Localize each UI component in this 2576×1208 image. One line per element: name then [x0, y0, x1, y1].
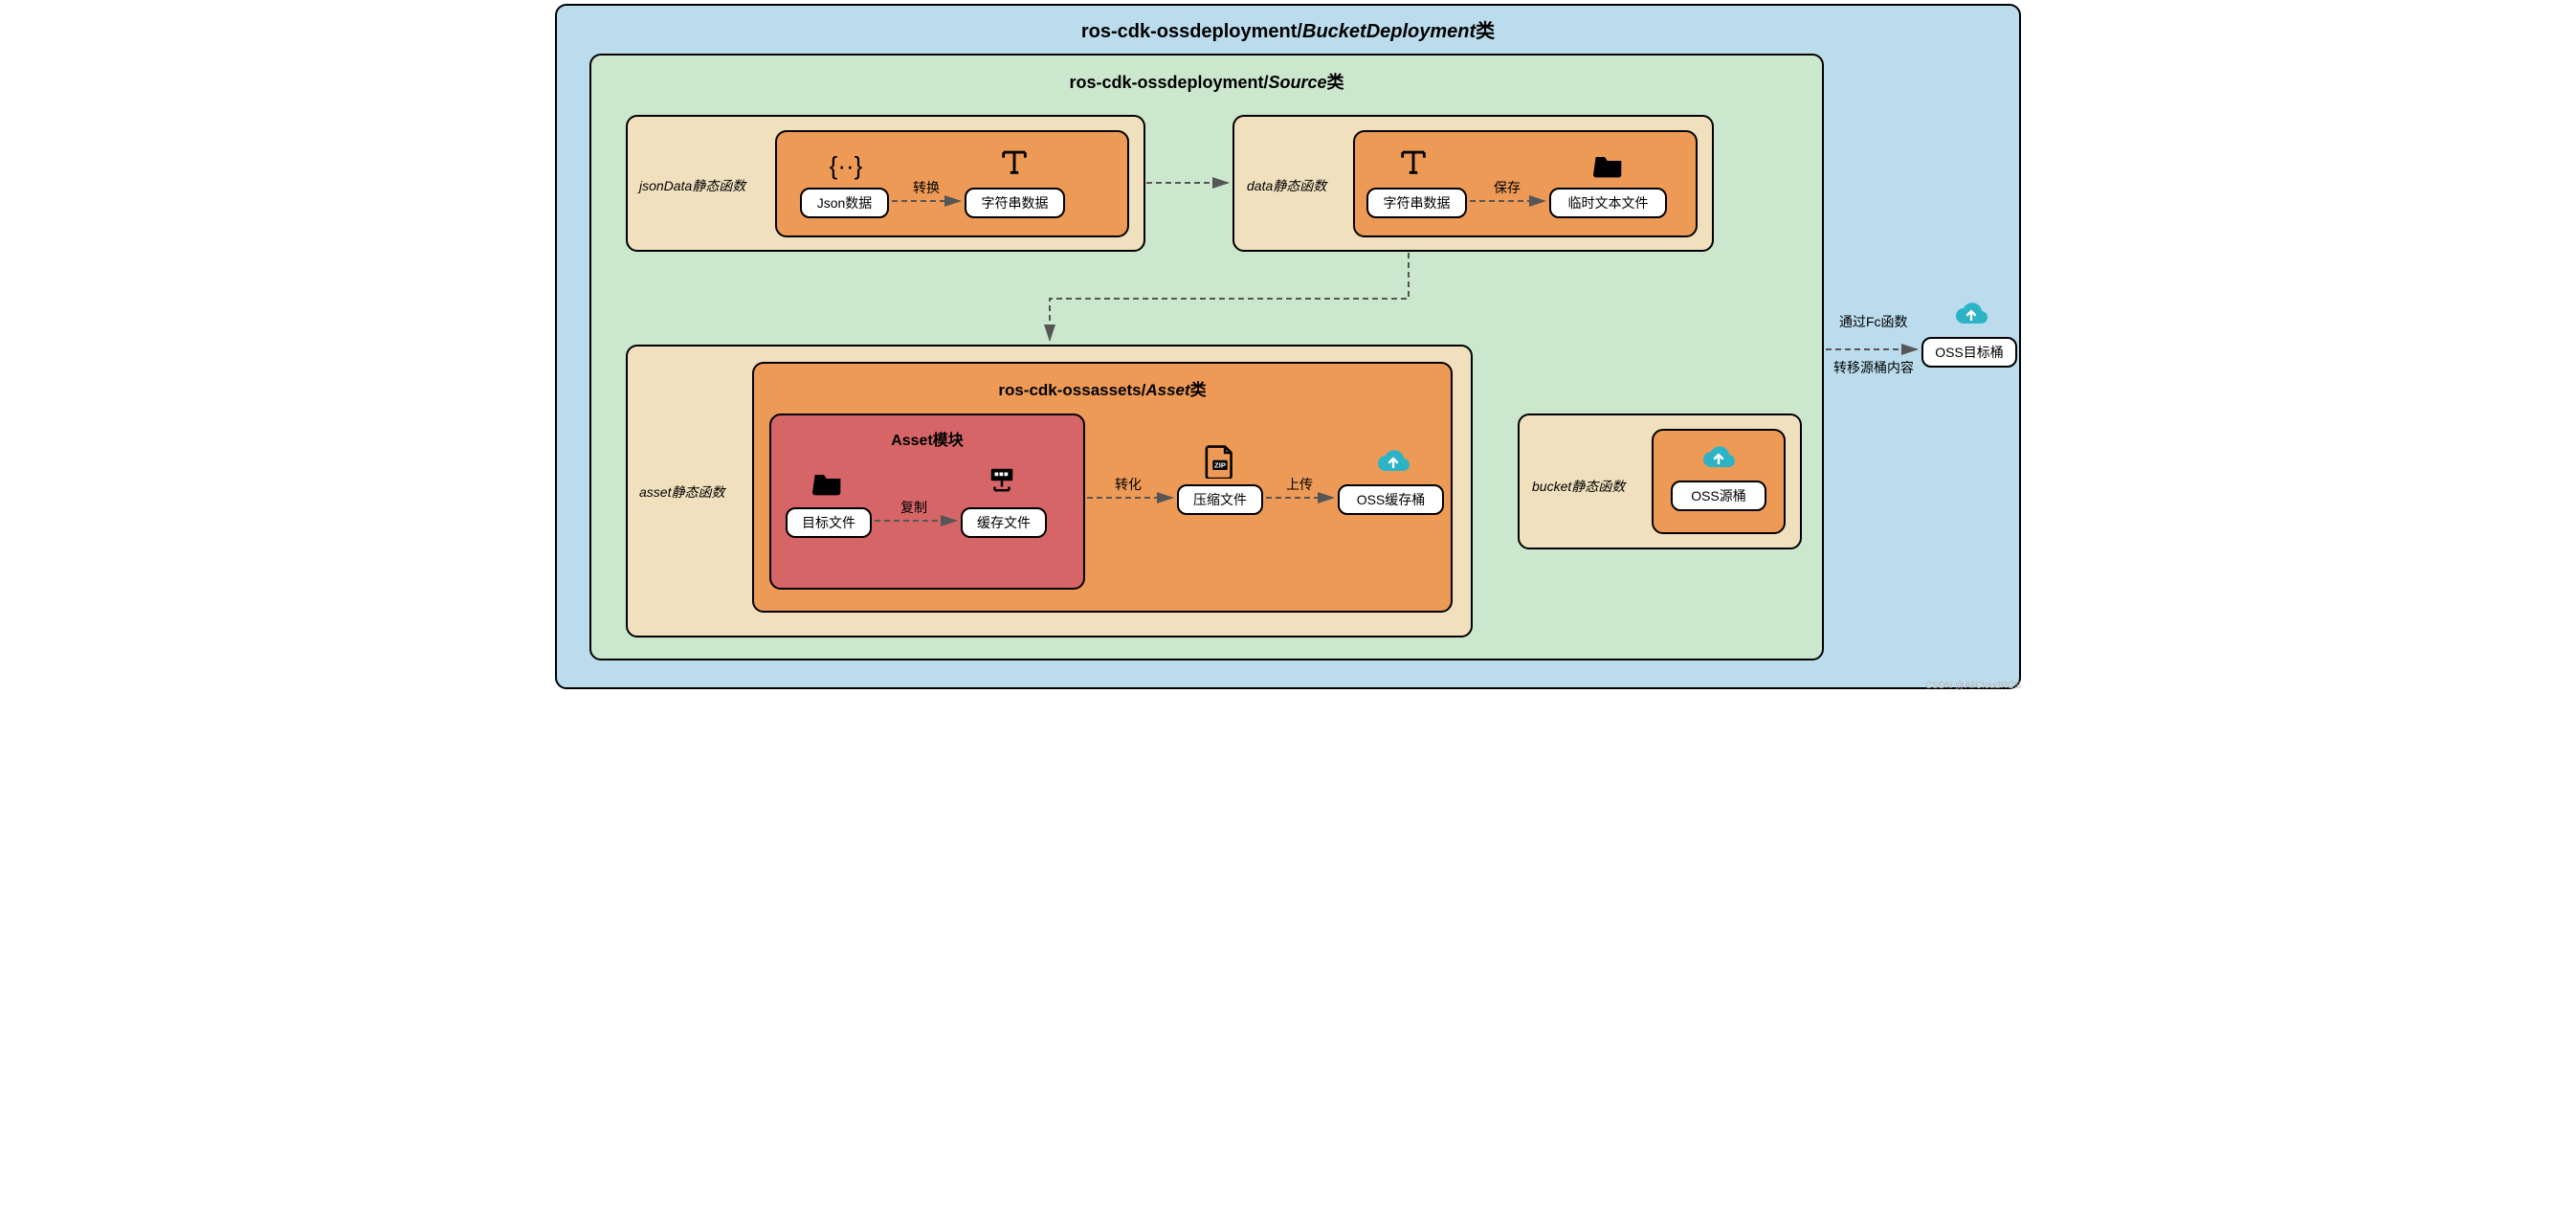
asset-label: asset静态函数	[639, 482, 724, 502]
osstarget-pill: OSS目标桶	[1921, 337, 2017, 368]
outer-title-prefix: ros-cdk-ossdeployment/	[1081, 21, 1302, 42]
jsondata-inner	[775, 130, 1129, 237]
source-title-suffix: 类	[1327, 73, 1344, 92]
json-pill: Json数据	[800, 188, 889, 218]
source-title: ros-cdk-ossdeployment/Source类	[589, 69, 1824, 94]
targetfile-pill: 目标文件	[786, 507, 872, 538]
source-title-italic: Source	[1269, 73, 1327, 92]
zipfile-pill: 压缩文件	[1177, 484, 1263, 515]
assetclass-title: ros-cdk-ossassets/Asset类	[752, 376, 1453, 400]
fc-label-2: 转移源桶内容	[1833, 358, 1914, 377]
bucket-label: bucket静态函数	[1532, 477, 1625, 496]
braces-icon: {··}	[827, 151, 865, 181]
convert-label: 转化	[1115, 475, 1142, 494]
assetclass-title-italic: Asset	[1145, 381, 1189, 399]
server-icon	[988, 465, 1016, 494]
text-icon	[998, 145, 1031, 178]
tempfile-pill: 临时文本文件	[1549, 188, 1667, 218]
osssource-pill: OSS源桶	[1671, 481, 1766, 511]
jsondata-label: jsonData静态函数	[639, 176, 745, 195]
assetclass-title-suffix: 类	[1190, 381, 1207, 399]
source-title-prefix: ros-cdk-ossdeployment/	[1069, 73, 1268, 92]
save-label: 保存	[1494, 178, 1521, 197]
copy-label: 复制	[900, 498, 927, 517]
cachefile-pill: 缓存文件	[961, 507, 1047, 538]
osscache-pill: OSS缓存桶	[1338, 484, 1444, 515]
data-label: data静态函数	[1247, 176, 1326, 195]
diagram-canvas: ros-cdk-ossdeployment/BucketDeployment类 …	[551, 0, 2025, 693]
assetclass-title-prefix: ros-cdk-ossassets/	[998, 381, 1145, 399]
string2-pill: 字符串数据	[1366, 188, 1467, 218]
outer-title-italic: BucketDeployment	[1302, 21, 1476, 42]
text-icon-2	[1397, 145, 1430, 178]
upload-label: 上传	[1286, 475, 1313, 494]
outer-title-suffix: 类	[1476, 21, 1495, 42]
fc-label-1: 通过Fc函数	[1839, 312, 1908, 331]
zip-icon: ZIP	[1203, 444, 1237, 479]
cloud-up-icon-3	[1954, 302, 1988, 327]
string1-pill: 字符串数据	[965, 188, 1065, 218]
assetmodule-title: Asset模块	[769, 427, 1085, 450]
watermark: CSDN @AliCloudROS	[1925, 681, 2021, 691]
transform-label: 转换	[913, 178, 940, 197]
folder-icon-1	[1593, 151, 1624, 178]
cloud-up-icon-1	[1376, 450, 1410, 475]
cloud-up-icon-2	[1701, 446, 1736, 471]
outer-title: ros-cdk-ossdeployment/BucketDeployment类	[555, 15, 2021, 43]
svg-text:ZIP: ZIP	[1214, 460, 1226, 469]
folder-icon-2	[812, 469, 843, 496]
